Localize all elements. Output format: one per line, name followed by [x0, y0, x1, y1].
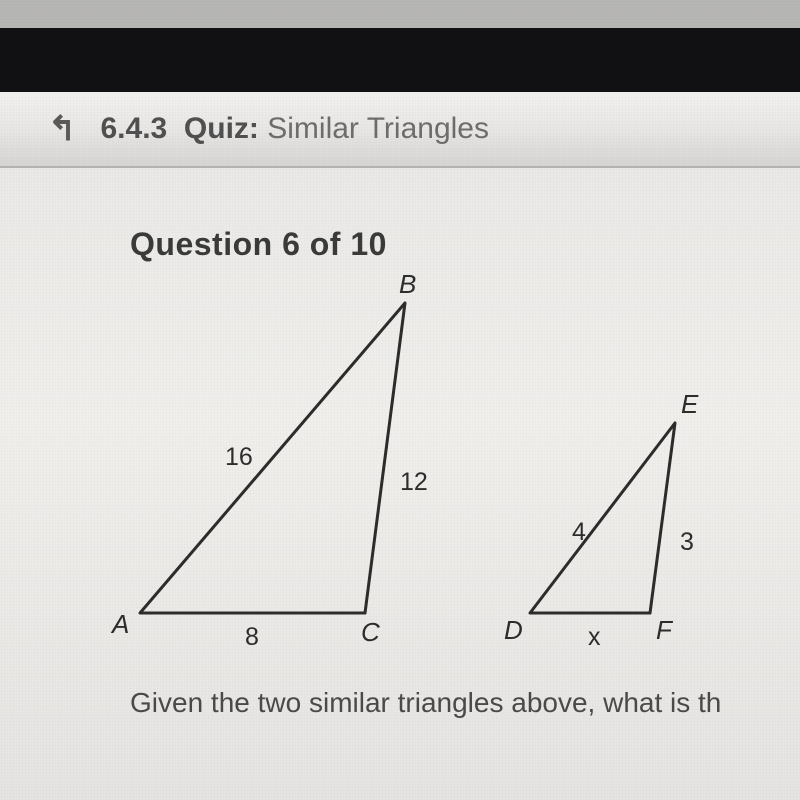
screenshot-frame: ↰ 6.4.3 Quiz: Similar Triangles Question… — [0, 0, 800, 800]
question-heading: Question 6 of 10 — [130, 226, 800, 263]
triangles-svg — [130, 293, 770, 663]
vertex-label: D — [504, 615, 523, 646]
side-label: 8 — [245, 623, 259, 652]
side-label: x — [588, 623, 601, 652]
question-content: Question 6 of 10 A B C D E F 16 12 8 4 3 x Given th… — [0, 168, 800, 800]
quiz-topic: Similar Triangles — [267, 112, 489, 145]
status-sliver — [0, 0, 800, 28]
vertex-label: F — [656, 615, 672, 646]
side-label: 4 — [572, 518, 586, 547]
back-arrow-icon[interactable]: ↰ — [48, 109, 77, 149]
vertex-label: A — [112, 609, 129, 640]
vertex-label: C — [361, 617, 380, 648]
quiz-header-bar: ↰ 6.4.3 Quiz: Similar Triangles — [0, 92, 800, 168]
device-bezel — [0, 28, 800, 92]
triangles-figure: ABCDEF1612843x — [130, 293, 770, 663]
section-number: 6.4.3 — [101, 112, 168, 145]
side-label: 3 — [680, 528, 694, 557]
quiz-label: Quiz: — [184, 112, 259, 145]
vertex-label: E — [681, 389, 698, 420]
question-prompt: Given the two similar triangles above, w… — [130, 687, 800, 719]
side-label: 16 — [225, 443, 253, 472]
side-label: 12 — [400, 468, 428, 497]
vertex-label: B — [399, 269, 416, 300]
quiz-title: 6.4.3 Quiz: Similar Triangles — [101, 112, 489, 146]
